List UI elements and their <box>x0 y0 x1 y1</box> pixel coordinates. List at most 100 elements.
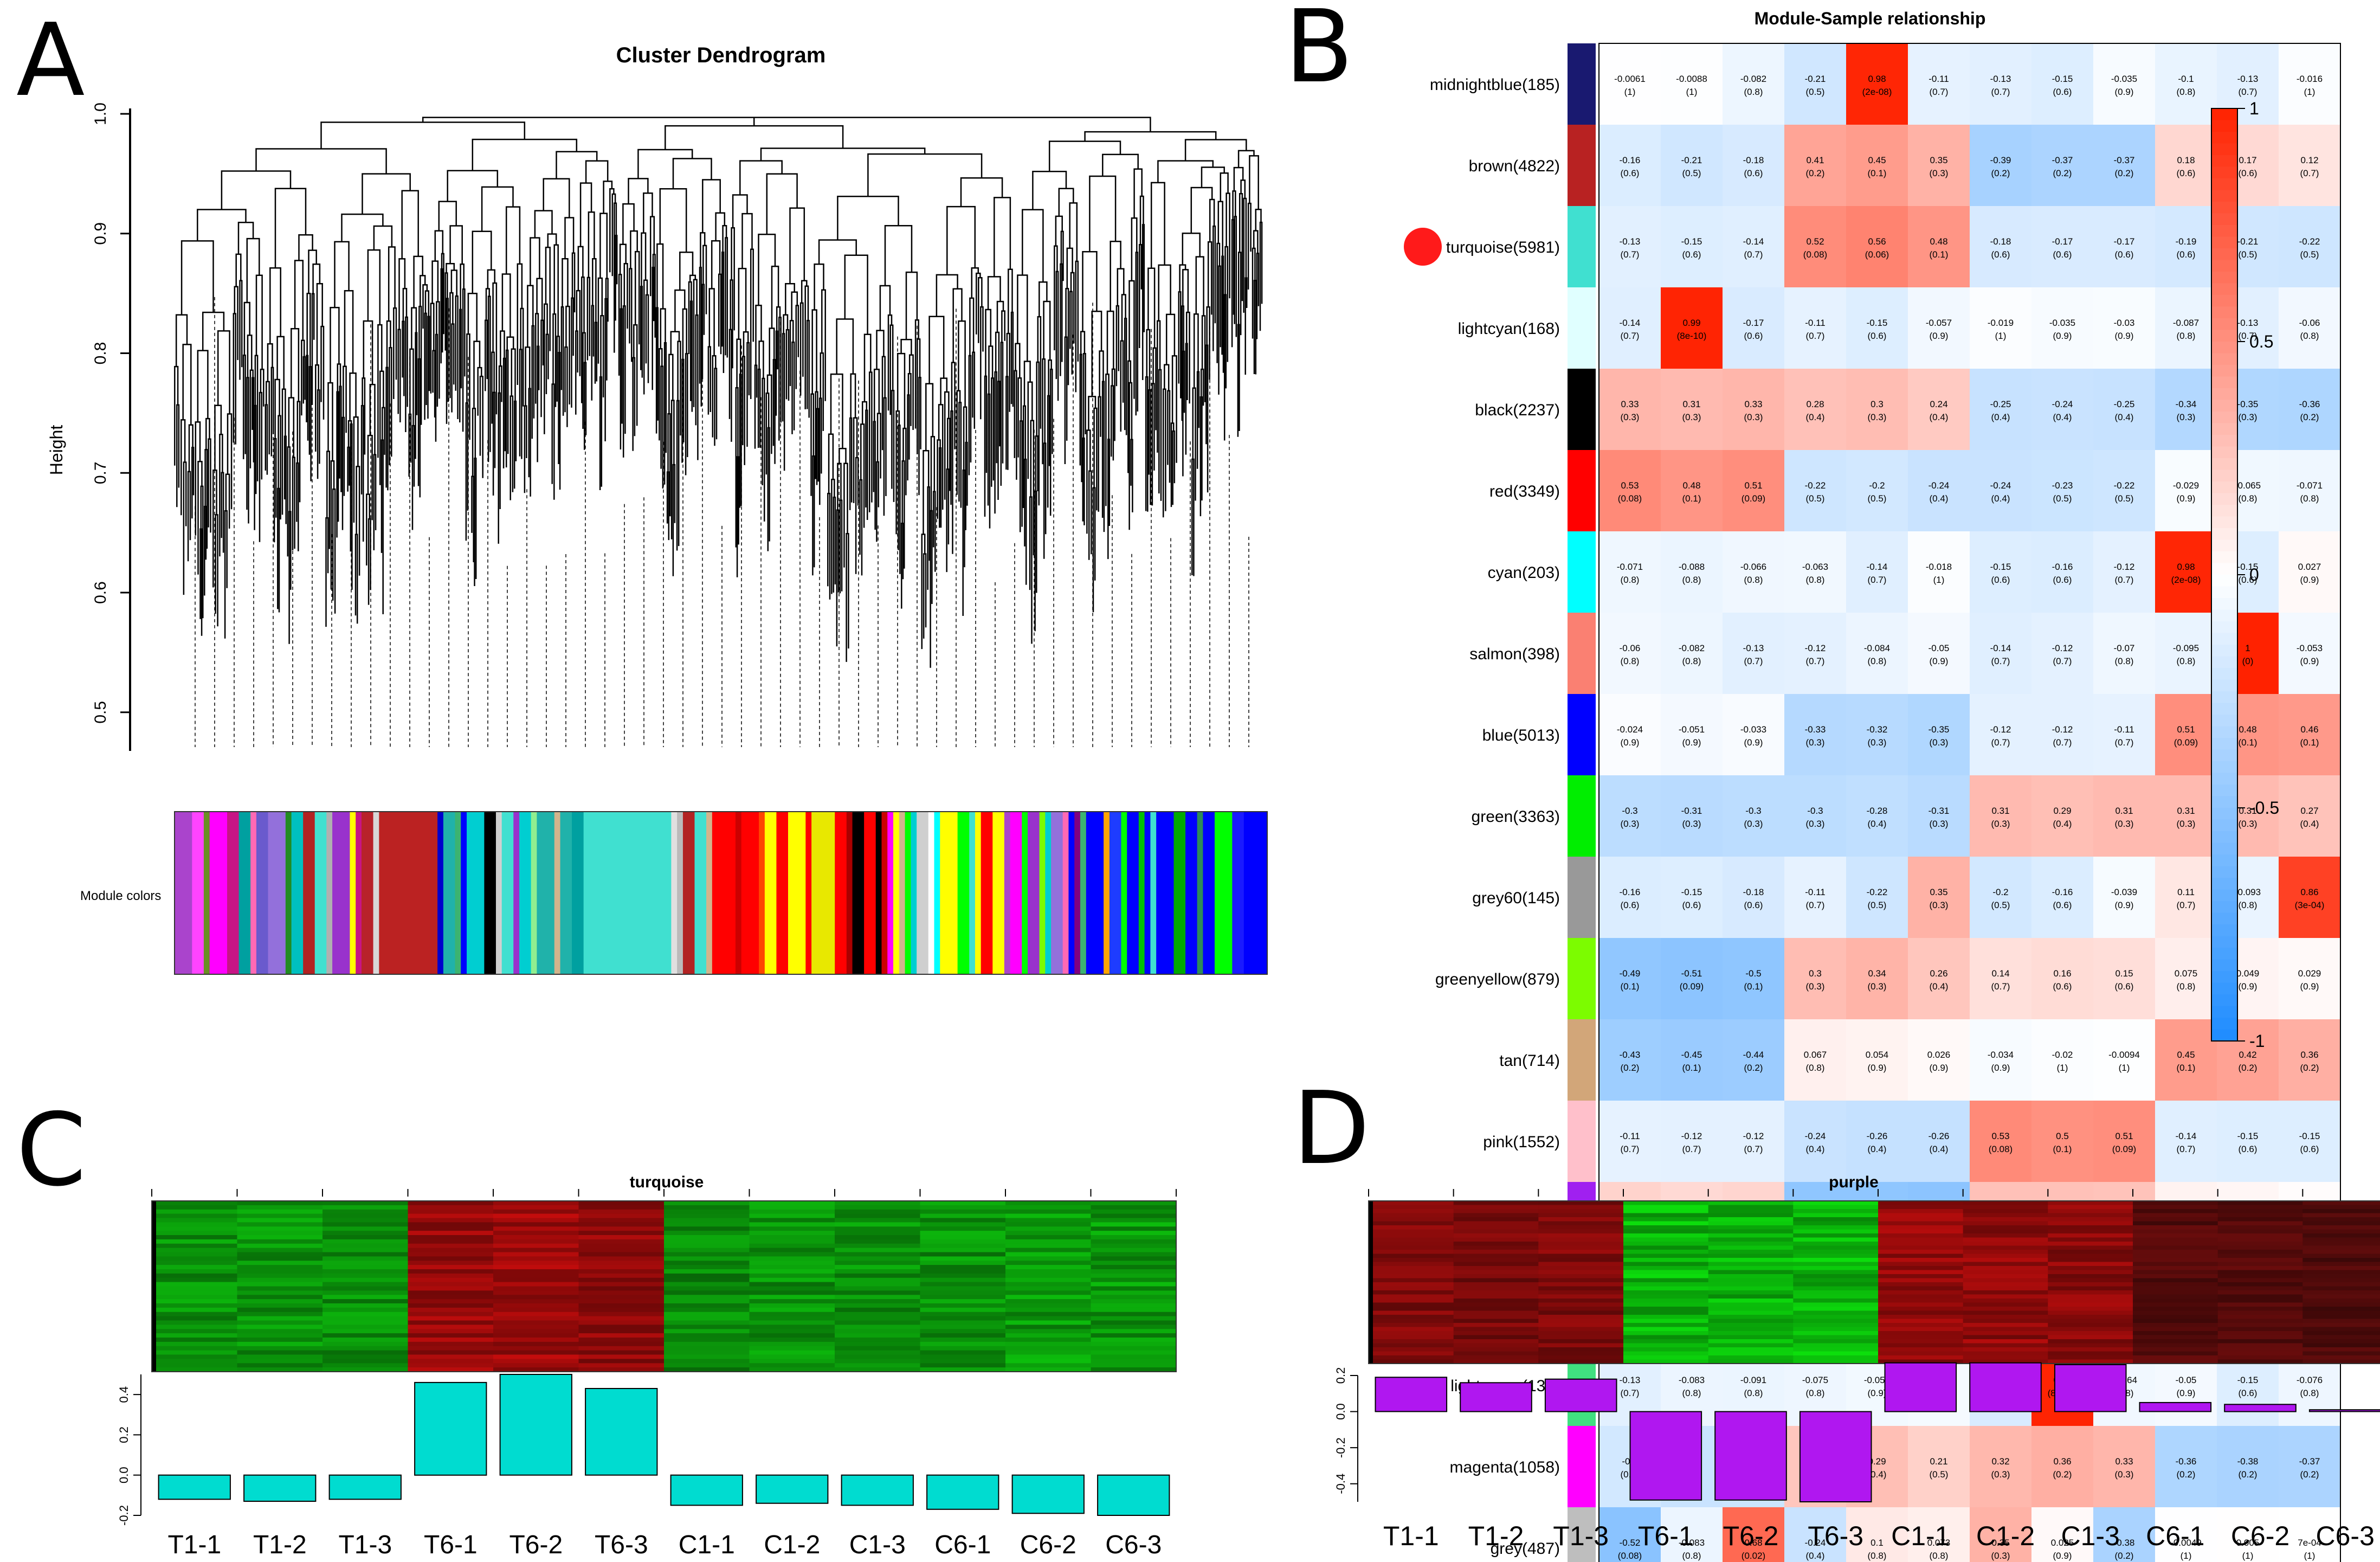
heatmap-column <box>1963 1201 2048 1364</box>
heatmap-stripe <box>1623 1217 1709 1222</box>
heatmap-stripe <box>664 1265 750 1270</box>
heatmap-stripe <box>920 1226 1006 1231</box>
heatmap-stripe <box>1538 1229 1624 1234</box>
cell-correlation: 0.33 <box>1744 399 1762 409</box>
heatmap-stripe <box>1793 1221 1879 1226</box>
heatmap-stripe <box>1538 1339 1624 1344</box>
heatmap-stripe <box>1623 1266 1709 1271</box>
heatmap-stripe <box>1453 1201 1539 1206</box>
cell-pvalue: (2e-08) <box>2171 575 2201 585</box>
heatmap-cell <box>2155 694 2217 776</box>
heatmap-cell <box>2031 613 2094 695</box>
heatmap-stripe <box>1708 1237 1794 1242</box>
cell-correlation: -0.24 <box>1928 480 1950 491</box>
cell-pvalue: (0.6) <box>2177 249 2196 260</box>
heatmap-stripe <box>493 1209 579 1214</box>
heatmap-stripe <box>920 1354 1006 1359</box>
heatmap-stripe <box>1963 1262 2048 1267</box>
heatmap-stripe <box>1708 1310 1794 1315</box>
cell-correlation: -0.17 <box>2052 236 2073 247</box>
heatmap-column <box>664 1201 750 1372</box>
heatmap-cell <box>1661 857 1723 939</box>
heatmap-stripe <box>323 1205 409 1210</box>
heatmap-stripe <box>2217 1258 2303 1263</box>
cell-correlation: -0.019 <box>1988 318 2014 328</box>
cell-correlation: 0.42 <box>2239 1050 2256 1060</box>
heatmap-stripe <box>2302 1254 2380 1258</box>
eigengene-bar <box>926 1474 999 1510</box>
heatmap-stripe <box>1369 1310 1454 1315</box>
heatmap-stripe <box>664 1282 750 1287</box>
cell-pvalue: (0.1) <box>1621 981 1640 992</box>
cell-pvalue: (1) <box>1995 331 2007 341</box>
cell-correlation: 0.31 <box>1682 399 1700 409</box>
heatmap-stripe <box>2048 1347 2133 1352</box>
heatmap-stripe <box>237 1329 323 1334</box>
heatmap-stripe <box>237 1363 323 1368</box>
heatmap-stripe <box>237 1243 323 1249</box>
heatmap-stripe <box>493 1359 579 1364</box>
heatmap-stripe <box>749 1290 835 1295</box>
cell-pvalue: (0.7) <box>1991 656 2010 666</box>
heatmap-stripe <box>2133 1282 2218 1287</box>
heatmap-stripe <box>1091 1209 1177 1214</box>
cell-pvalue: (0.3) <box>1806 737 1825 748</box>
heatmap-stripe <box>1623 1262 1709 1267</box>
sample-label: C6-3 <box>2316 1521 2375 1551</box>
cell-correlation: 0.98 <box>2177 562 2195 572</box>
heatmap-stripe <box>2217 1294 2303 1299</box>
heatmap-cell <box>1723 206 1785 288</box>
cell-correlation: -0.2 <box>1992 887 2008 897</box>
heatmap-stripe <box>1453 1278 1539 1283</box>
heatmap-stripe <box>2133 1250 2218 1255</box>
heatmap-stripe <box>835 1235 921 1240</box>
colorbar-tick-label: 0 <box>2249 565 2259 584</box>
heatmap-row: midnightblue(185) -0.0061(1)-0.0088(1)-0.… <box>1430 43 2341 125</box>
heatmap-cell <box>2279 369 2341 451</box>
heatmap-stripe <box>493 1243 579 1249</box>
heatmap-stripe <box>1708 1209 1794 1214</box>
sample-label: T6-1 <box>424 1531 478 1559</box>
cell-pvalue: (0.3) <box>1991 1551 2010 1561</box>
heatmap-stripe <box>664 1290 750 1295</box>
colorbar-step <box>2211 213 2237 226</box>
heatmap-stripe <box>749 1320 835 1325</box>
heatmap-stripe <box>578 1367 665 1372</box>
cell-pvalue: (1) <box>1686 87 1698 97</box>
cell-pvalue: (0.8) <box>1744 87 1763 97</box>
cell-correlation: -0.25 <box>1990 399 2011 409</box>
heatmap-stripe <box>2217 1242 2303 1246</box>
cell-pvalue: (0.3) <box>1930 900 1949 910</box>
heatmap-stripe <box>2133 1274 2218 1279</box>
heatmap-row: greenyellow(879) -0.49(0.1)-0.51(0.09)-0.… <box>1435 938 2341 1020</box>
heatmap-row: red(3349) 0.53(0.08)0.48(0.1)0.51(0.09)-0… <box>1489 450 2341 532</box>
heatmap-stripe <box>323 1235 409 1240</box>
module-color-segment <box>1104 812 1110 974</box>
heatmap-stripe <box>1623 1347 1709 1352</box>
heatmap-stripe <box>1453 1217 1539 1222</box>
heatmap-stripe <box>1623 1209 1709 1214</box>
colorbar-step <box>2211 749 2237 762</box>
heatmap-stripe <box>323 1218 409 1223</box>
module-color-swatch <box>1568 1426 1596 1507</box>
colorbar-tick-label: -0.5 <box>2249 798 2279 818</box>
heatmap-stripe <box>323 1354 409 1359</box>
heatmap-stripe <box>749 1333 835 1338</box>
heatmap-stripe <box>578 1290 665 1295</box>
heatmap-stripe <box>2217 1310 2303 1315</box>
cell-correlation: -0.035 <box>2049 318 2075 328</box>
cell-pvalue: (0.4) <box>2300 819 2319 829</box>
heatmap-stripe <box>2133 1351 2218 1356</box>
heatmap-stripe <box>1793 1209 1879 1214</box>
cell-pvalue: (0.9) <box>2115 331 2134 341</box>
heatmap-stripe <box>1091 1320 1177 1325</box>
heatmap-stripe <box>323 1329 409 1334</box>
heatmap-stripe <box>835 1209 921 1214</box>
heatmap-stripe <box>1623 1310 1709 1315</box>
cell-pvalue: (0.3) <box>1682 412 1701 422</box>
cell-correlation: -0.12 <box>1743 1131 1764 1141</box>
heatmap-stripe <box>1793 1245 1879 1250</box>
module-colors-label: Module colors <box>80 889 161 903</box>
colorbar-step <box>2211 668 2237 680</box>
cell-pvalue: (0.6) <box>1991 575 2010 585</box>
